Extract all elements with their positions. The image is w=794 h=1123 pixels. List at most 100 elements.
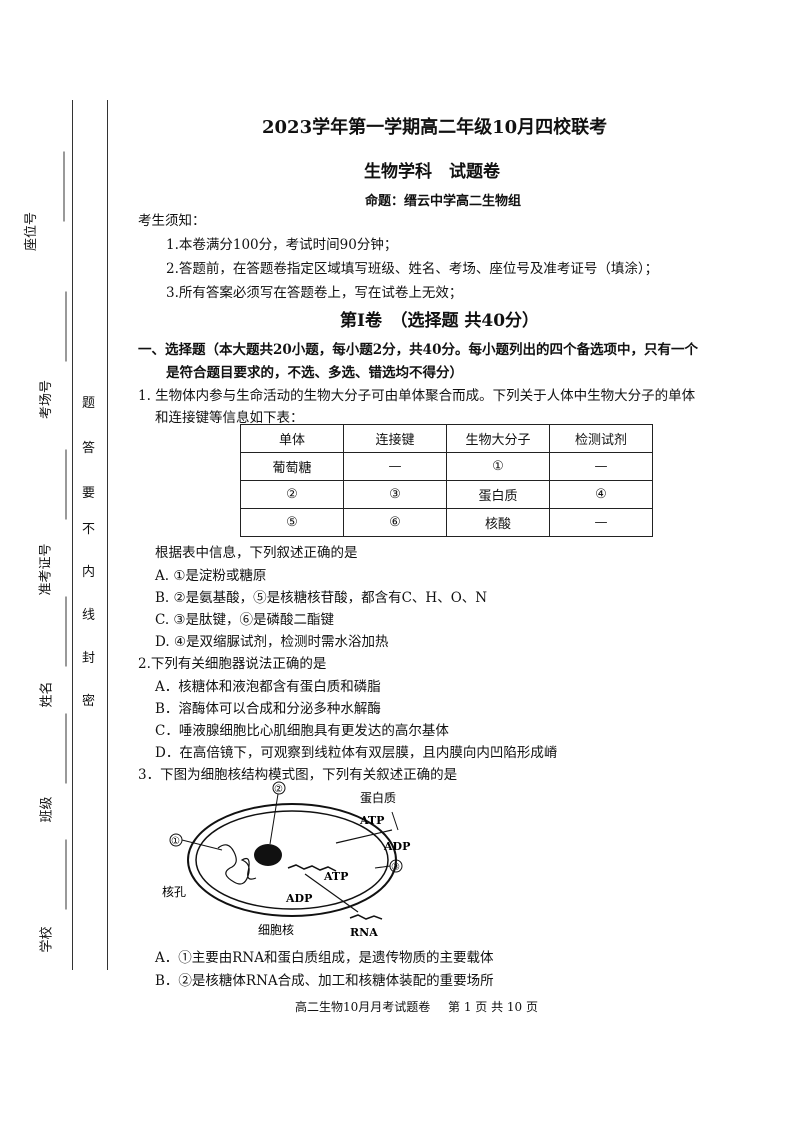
q2-option-b: B．溶酶体可以合成和分泌多种水解酶 bbox=[155, 701, 381, 717]
notice-item: 1.本卷满分100分，考试时间90分钟； bbox=[166, 237, 398, 253]
label-3-circle bbox=[389, 859, 403, 873]
label-nuclear-pore: 核孔 bbox=[162, 885, 186, 899]
table-header: 检测试剂 bbox=[549, 424, 653, 453]
label-adp-1: ADP bbox=[383, 840, 410, 853]
margin-line-outer bbox=[72, 100, 73, 970]
notice-item: 2.答题前，在答题卷指定区域填写班级、姓名、考场、座位号及准考证号（填涂）； bbox=[166, 261, 659, 277]
exam-room-line bbox=[56, 291, 71, 364]
label-2: ② bbox=[274, 784, 283, 795]
section-instructions-cont: 是符合题目要求的，不选、多选、错选均不得分） bbox=[166, 365, 463, 381]
table-cell: 葡萄糖 bbox=[240, 452, 344, 481]
label-nucleus: 细胞核 bbox=[258, 923, 294, 937]
notice-heading: 考生须知： bbox=[138, 213, 206, 229]
q1-table: 单体 连接键 生物大分子 检测试剂 葡萄糖 — ① — ② ③ 蛋白质 ④ ⑤ … bbox=[240, 424, 653, 537]
q2-option-a: A．核糖体和液泡都含有蛋白质和磷脂 bbox=[155, 679, 381, 695]
label-atp-2: ATP bbox=[323, 870, 348, 883]
q1-prompt: 根据表中信息，下列叙述正确的是 bbox=[155, 545, 358, 561]
field-label: 考场号 bbox=[39, 379, 55, 420]
field-label: 座位号 bbox=[24, 211, 40, 252]
q2-stem: 2.下列有关细胞器说法正确的是 bbox=[138, 656, 327, 672]
table-header-row: 单体 连接键 生物大分子 检测试剂 bbox=[240, 424, 653, 453]
field-label: 班级 bbox=[39, 796, 55, 823]
table-cell: ⑥ bbox=[343, 508, 447, 537]
nucleus-diagram: ① ② ③ 蛋白质 ATP ADP ATP ADP 核孔 细胞核 RNA bbox=[162, 781, 410, 939]
q3-stem: 3．下图为细胞核结构模式图，下列有关叙述正确的是 bbox=[138, 767, 458, 783]
section-title: 第Ⅰ卷 （选择题 共40分） bbox=[340, 311, 540, 331]
admission-number-field[interactable]: 准考证号 bbox=[35, 543, 54, 595]
seal-char: 线 bbox=[82, 608, 96, 623]
pointer-2 bbox=[269, 793, 279, 845]
table-header: 生物大分子 bbox=[446, 424, 550, 453]
school-field[interactable]: 学校 bbox=[36, 926, 55, 952]
q1-option-d: D. ④是双缩脲试剂，检测时需水浴加热 bbox=[155, 634, 389, 650]
field-label: 姓名 bbox=[39, 681, 55, 708]
label-3: ③ bbox=[391, 862, 400, 873]
table-cell: ④ bbox=[549, 480, 653, 509]
table-cell: 核酸 bbox=[446, 508, 550, 537]
q1-stem: 1. 生物体内参与生命活动的生物大分子可由单体聚合而成。下列关于人体中生物大分子… bbox=[138, 388, 696, 404]
seat-number-field[interactable]: 座位号 bbox=[20, 212, 39, 251]
table-row: ② ③ 蛋白质 ④ bbox=[240, 480, 653, 509]
pointer-3 bbox=[374, 865, 391, 869]
seal-char: 题 bbox=[82, 396, 96, 411]
rna-export-arrow bbox=[304, 873, 359, 913]
q1-stem-cont: 和连接键等信息如下表： bbox=[155, 410, 304, 426]
chromatin bbox=[217, 844, 257, 885]
table-cell: — bbox=[549, 452, 653, 481]
q3-option-b: B．②是核糖体RNA合成、加工和核糖体装配的重要场所 bbox=[155, 973, 494, 989]
seal-char: 封 bbox=[82, 651, 96, 666]
field-label: 准考证号 bbox=[38, 543, 54, 596]
q3-option-a: A．①主要由RNA和蛋白质组成，是遗传物质的主要载体 bbox=[155, 950, 494, 966]
protein-import-arrow bbox=[335, 829, 393, 844]
label-2-circle bbox=[272, 781, 286, 795]
class-field[interactable]: 班级 bbox=[36, 796, 55, 822]
table-cell: — bbox=[343, 452, 447, 481]
table-cell: ① bbox=[446, 452, 550, 481]
footer-title: 高二生物10月月考试题卷 bbox=[295, 1000, 431, 1014]
name-field[interactable]: 姓名 bbox=[36, 681, 55, 707]
table-cell: ③ bbox=[343, 480, 447, 509]
seat-line bbox=[54, 151, 69, 224]
seal-char: 要 bbox=[82, 486, 96, 501]
pointer-1 bbox=[181, 839, 223, 851]
page-number: 第 1 页 共 10 页 bbox=[448, 1000, 538, 1014]
field-label: 学校 bbox=[39, 926, 55, 953]
q2-option-c: C．唾液腺细胞比心肌细胞具有更发达的高尔基体 bbox=[155, 723, 449, 739]
seal-char: 内 bbox=[82, 565, 96, 580]
rna-strand-out bbox=[349, 914, 383, 920]
table-cell: — bbox=[549, 508, 653, 537]
rna-strand bbox=[287, 864, 337, 872]
table-row: 葡萄糖 — ① — bbox=[240, 452, 653, 481]
school-line bbox=[56, 839, 71, 912]
exam-subtitle: 生物学科 试题卷 bbox=[364, 162, 500, 182]
margin-line-inner bbox=[107, 100, 108, 970]
q2-option-d: D．在高倍镜下，可观察到线粒体有双层膜，且内膜向内凹陷形成嵴 bbox=[155, 745, 558, 761]
label-1-circle bbox=[169, 833, 183, 847]
seal-char: 答 bbox=[82, 441, 96, 456]
table-row: ⑤ ⑥ 核酸 — bbox=[240, 508, 653, 537]
nucleolus bbox=[254, 844, 282, 866]
label-protein: 蛋白质 bbox=[360, 790, 396, 805]
q1-option-a: A. ①是淀粉或糖原 bbox=[155, 568, 267, 584]
inner-membrane bbox=[195, 810, 389, 910]
admission-line bbox=[56, 449, 71, 522]
table-cell: ② bbox=[240, 480, 344, 509]
pointer-protein bbox=[391, 811, 399, 831]
q1-option-c: C. ③是肽键，⑥是磷酸二酯键 bbox=[155, 612, 335, 628]
seal-char: 不 bbox=[82, 522, 96, 537]
section-instructions: 一、选择题（本大题共20小题，每小题2分，共40分。每小题列出的四个备选项中，只… bbox=[138, 342, 698, 358]
label-atp-1: ATP bbox=[359, 814, 384, 827]
name-line bbox=[56, 596, 71, 669]
exam-author: 命题：缙云中学高二生物组 bbox=[365, 194, 522, 209]
table-cell: ⑤ bbox=[240, 508, 344, 537]
table-header: 连接键 bbox=[343, 424, 447, 453]
exam-room-field[interactable]: 考场号 bbox=[35, 380, 54, 419]
exam-title: 2023学年第一学期高二年级10月四校联考 bbox=[262, 117, 608, 138]
notice-item: 3.所有答案必须写在答题卷上，写在试卷上无效； bbox=[166, 285, 463, 301]
q1-option-b: B. ②是氨基酸，⑤是核糖核苷酸，都含有C、H、O、N bbox=[155, 590, 488, 606]
label-rna: RNA bbox=[350, 926, 378, 939]
seal-char: 密 bbox=[82, 694, 96, 709]
table-cell: 蛋白质 bbox=[446, 480, 550, 509]
class-line bbox=[56, 713, 71, 786]
table-header: 单体 bbox=[240, 424, 344, 453]
